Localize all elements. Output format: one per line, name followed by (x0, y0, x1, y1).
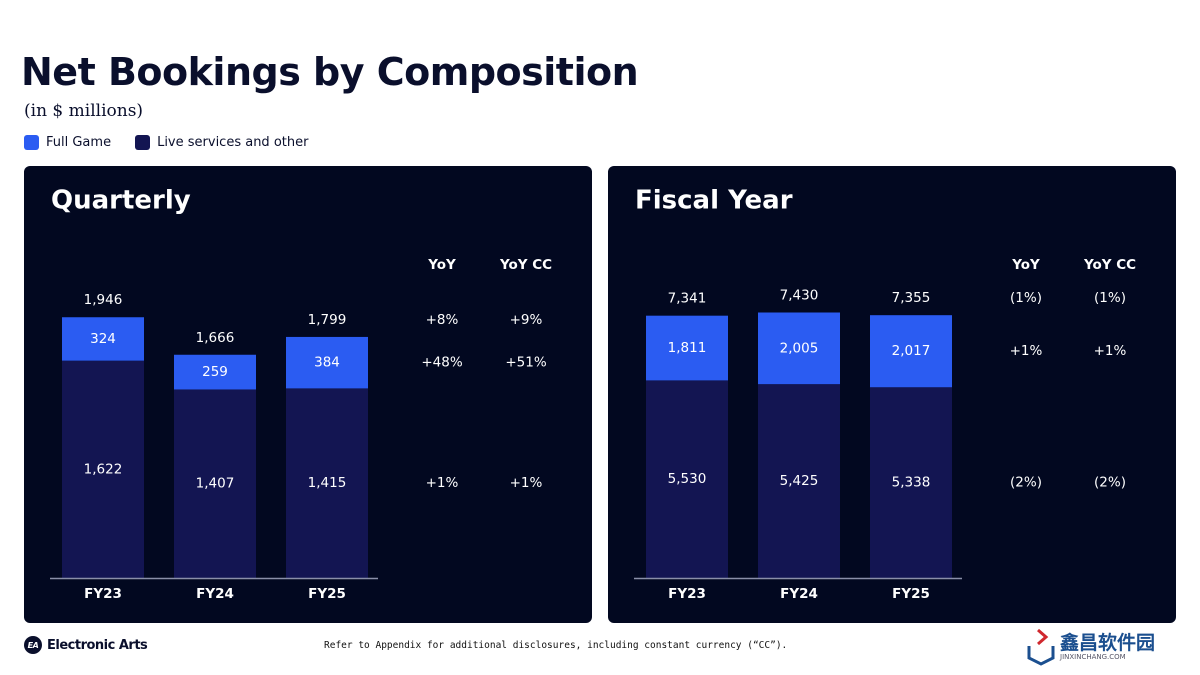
chart-title: Quarterly (51, 186, 191, 216)
live-services-label: 5,530 (668, 471, 707, 487)
watermark-subtext: JINXINCHANG.COM (1060, 653, 1126, 661)
yoy-header: YoY CC (1083, 257, 1136, 273)
category-label: FY24 (780, 586, 818, 602)
page-subtitle: (in $ millions) (24, 101, 144, 121)
quarterly-chart: Quarterly 1,946 324 1,622 FY23 1,666 259 1,407 F… (50, 186, 552, 602)
category-label: FY23 (668, 586, 706, 602)
bar-live-services (870, 387, 952, 578)
legend-item-live-services: Live services and other (135, 135, 308, 150)
category-label: FY25 (308, 586, 346, 602)
watermark-text: 鑫昌软件园 (1060, 632, 1156, 654)
total-label: 1,666 (196, 330, 235, 346)
legend-label: Full Game (46, 135, 112, 150)
category-label: FY23 (84, 586, 122, 602)
yoy-total: (1%) (1094, 290, 1126, 306)
quarterly-panel: Quarterly 1,946 324 1,622 FY23 1,666 259 1,407 F… (24, 166, 592, 623)
live-services-label: 1,407 (196, 476, 235, 492)
bar-full-game (758, 312, 840, 385)
yoy-total: (1%) (1010, 290, 1042, 306)
bar-full-game (646, 315, 728, 381)
full-game-label: 384 (314, 355, 340, 371)
category-label: FY25 (892, 586, 930, 602)
fiscal-year-panel: Fiscal Year 7,341 1,811 5,530 FY23 7,430 2,005… (608, 166, 1176, 623)
bar-full-game (174, 354, 256, 390)
yoy-full-game: +48% (421, 355, 462, 371)
yoy-live-services: +1% (510, 475, 543, 491)
ea-logo: EA Electronic Arts (24, 636, 148, 654)
total-label: 7,430 (780, 288, 819, 304)
yoy-total: +8% (426, 312, 459, 328)
yoy-total: +9% (510, 312, 543, 328)
total-label: 7,341 (668, 291, 707, 307)
full-game-label: 2,005 (780, 340, 819, 356)
full-game-label: 259 (202, 364, 228, 380)
full-game-label: 324 (90, 331, 116, 347)
yoy-header: YoY (1011, 257, 1040, 273)
bar-live-services (646, 380, 728, 578)
bar-full-game (870, 315, 952, 388)
fiscal-year-chart: Fiscal Year 7,341 1,811 5,530 FY23 7,430 2,005… (634, 186, 1136, 602)
page-title: Net Bookings by Composition (21, 50, 639, 94)
category-label: FY24 (196, 586, 234, 602)
legend: Full Game Live services and other (24, 135, 308, 150)
total-label: 1,799 (308, 312, 347, 328)
chart-title: Fiscal Year (635, 186, 793, 216)
watermark: 鑫昌软件园 JINXINCHANG.COM (1026, 628, 1155, 666)
bar-live-services (62, 360, 144, 578)
bar-live-services (174, 389, 256, 578)
full-game-label: 2,017 (892, 343, 931, 359)
legend-item-full-game: Full Game (24, 135, 111, 150)
ea-logo-icon: EA (24, 636, 42, 654)
legend-label: Live services and other (157, 135, 309, 150)
yoy-full-game: +51% (505, 355, 546, 371)
legend-swatch-full-game (24, 135, 39, 150)
total-label: 7,355 (892, 290, 931, 306)
total-label: 1,946 (84, 292, 123, 308)
bar-live-services (286, 388, 368, 578)
yoy-header: YoY (427, 257, 456, 273)
live-services-label: 1,622 (84, 461, 123, 477)
live-services-label: 5,425 (780, 473, 819, 489)
yoy-live-services: +1% (426, 475, 459, 491)
yoy-full-game: +1% (1010, 343, 1043, 359)
live-services-label: 5,338 (892, 475, 931, 491)
bar-full-game (62, 317, 144, 361)
yoy-live-services: (2%) (1094, 475, 1126, 491)
yoy-header: YoY CC (499, 257, 552, 273)
live-services-label: 1,415 (308, 475, 347, 491)
legend-swatch-live-services (135, 135, 151, 150)
bar-full-game (286, 336, 368, 389)
footer-note: Refer to Appendix for additional disclos… (324, 640, 788, 651)
yoy-live-services: (2%) (1010, 475, 1042, 491)
brand-name: Electronic Arts (47, 637, 148, 653)
full-game-label: 1,811 (668, 340, 707, 356)
watermark-logo-icon (1027, 628, 1055, 666)
yoy-full-game: +1% (1094, 343, 1127, 359)
bar-live-services (758, 384, 840, 578)
